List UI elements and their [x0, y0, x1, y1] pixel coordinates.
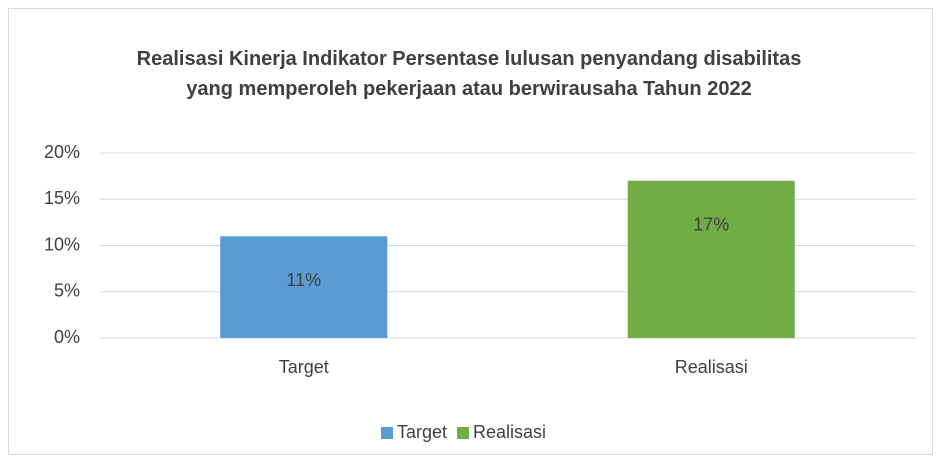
y-tick-label: 5%: [54, 281, 80, 301]
legend-swatch: [457, 427, 470, 439]
bar: [627, 180, 795, 338]
value-label: 11%: [286, 270, 321, 290]
bar: [220, 236, 388, 338]
legend-label: Realisasi: [473, 422, 546, 442]
y-tick-label: 20%: [44, 142, 80, 162]
y-tick-label: 15%: [44, 188, 80, 208]
legend-label: Target: [397, 422, 447, 442]
y-tick-label: 0%: [54, 327, 80, 347]
y-tick-label: 10%: [44, 234, 80, 254]
x-tick-label: Target: [279, 357, 329, 377]
legend-swatch: [381, 427, 393, 439]
chart-title: Realisasi Kinerja Indikator Persentase l…: [136, 48, 802, 100]
value-label: 17%: [693, 215, 729, 235]
x-tick-label: Realisasi: [675, 357, 748, 377]
